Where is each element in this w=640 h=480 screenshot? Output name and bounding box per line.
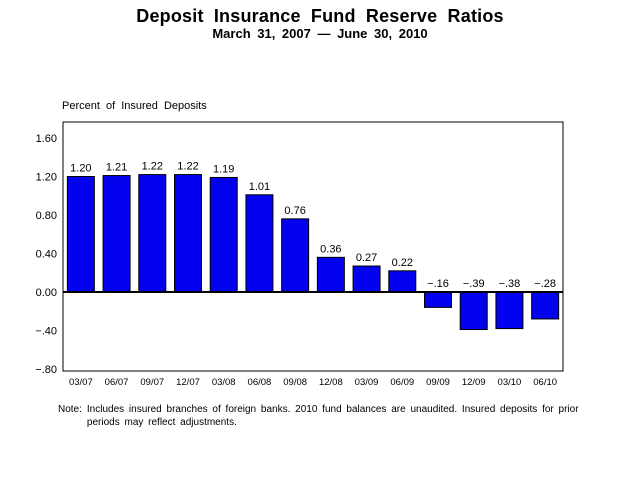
x-tick-label: 06/09 [390, 377, 414, 388]
y-tick-label: −.40 [35, 326, 57, 338]
x-tick-label: 12/07 [176, 377, 200, 388]
bar-value-label: −.16 [427, 278, 449, 290]
y-axis-title: Percent of Insured Deposits [62, 100, 207, 112]
x-tick-label: 03/08 [212, 377, 236, 388]
bar-value-label: 0.36 [320, 243, 341, 255]
plot-frame [62, 121, 564, 372]
bar-value-label: 0.27 [356, 252, 377, 264]
x-tick-label: 12/08 [319, 377, 343, 388]
bar-value-label: 0.76 [284, 205, 305, 217]
bar [495, 291, 524, 330]
footnote-label: Note: [58, 404, 82, 415]
bar [174, 174, 202, 293]
x-tick-label: 03/10 [498, 377, 522, 388]
bar [388, 270, 417, 293]
bar-value-label: 0.22 [392, 257, 413, 269]
footnote: Note: Includes insured branches of forei… [58, 404, 579, 429]
bar-value-label: −.28 [534, 278, 556, 290]
x-tick-label: 03/09 [355, 377, 379, 388]
bar-value-label: 1.01 [249, 181, 270, 193]
bar [459, 291, 488, 331]
chart-subtitle: March 31, 2007 — June 30, 2010 [212, 26, 428, 41]
x-tick-label: 12/09 [462, 377, 486, 388]
bar-value-label: 1.22 [177, 161, 198, 173]
bar [316, 256, 345, 293]
y-tick-label: 0.00 [36, 287, 57, 299]
bar [209, 176, 238, 293]
bar-value-label: 1.19 [213, 163, 234, 175]
bar-value-label: −.39 [463, 278, 485, 290]
bar [424, 291, 452, 308]
bar [245, 194, 274, 293]
bar [66, 176, 95, 293]
y-tick-label: −.80 [35, 364, 57, 376]
y-tick-label: 0.80 [36, 210, 57, 222]
x-tick-label: 03/07 [69, 377, 93, 388]
bar-value-label: 1.20 [70, 163, 91, 175]
y-tick-label: 0.40 [36, 249, 57, 261]
bar-value-label: −.38 [499, 278, 521, 290]
x-tick-label: 06/08 [248, 377, 272, 388]
bar [531, 291, 560, 320]
bar [281, 218, 310, 293]
y-tick-label: 1.20 [36, 172, 57, 184]
bar [102, 175, 131, 293]
x-tick-label: 06/07 [105, 377, 129, 388]
chart-title: Deposit Insurance Fund Reserve Ratios [136, 6, 504, 26]
bar-value-label: 1.22 [142, 161, 163, 173]
x-tick-label: 09/09 [426, 377, 450, 388]
x-tick-label: 06/10 [533, 377, 557, 388]
bar [352, 265, 381, 293]
footnote-text: Includes insured branches of foreign ban… [86, 404, 579, 428]
y-tick-label: 1.60 [36, 133, 57, 145]
x-tick-label: 09/07 [140, 377, 164, 388]
bar-value-label: 1.21 [106, 162, 127, 174]
bar [138, 174, 167, 293]
x-tick-label: 09/08 [283, 377, 307, 388]
